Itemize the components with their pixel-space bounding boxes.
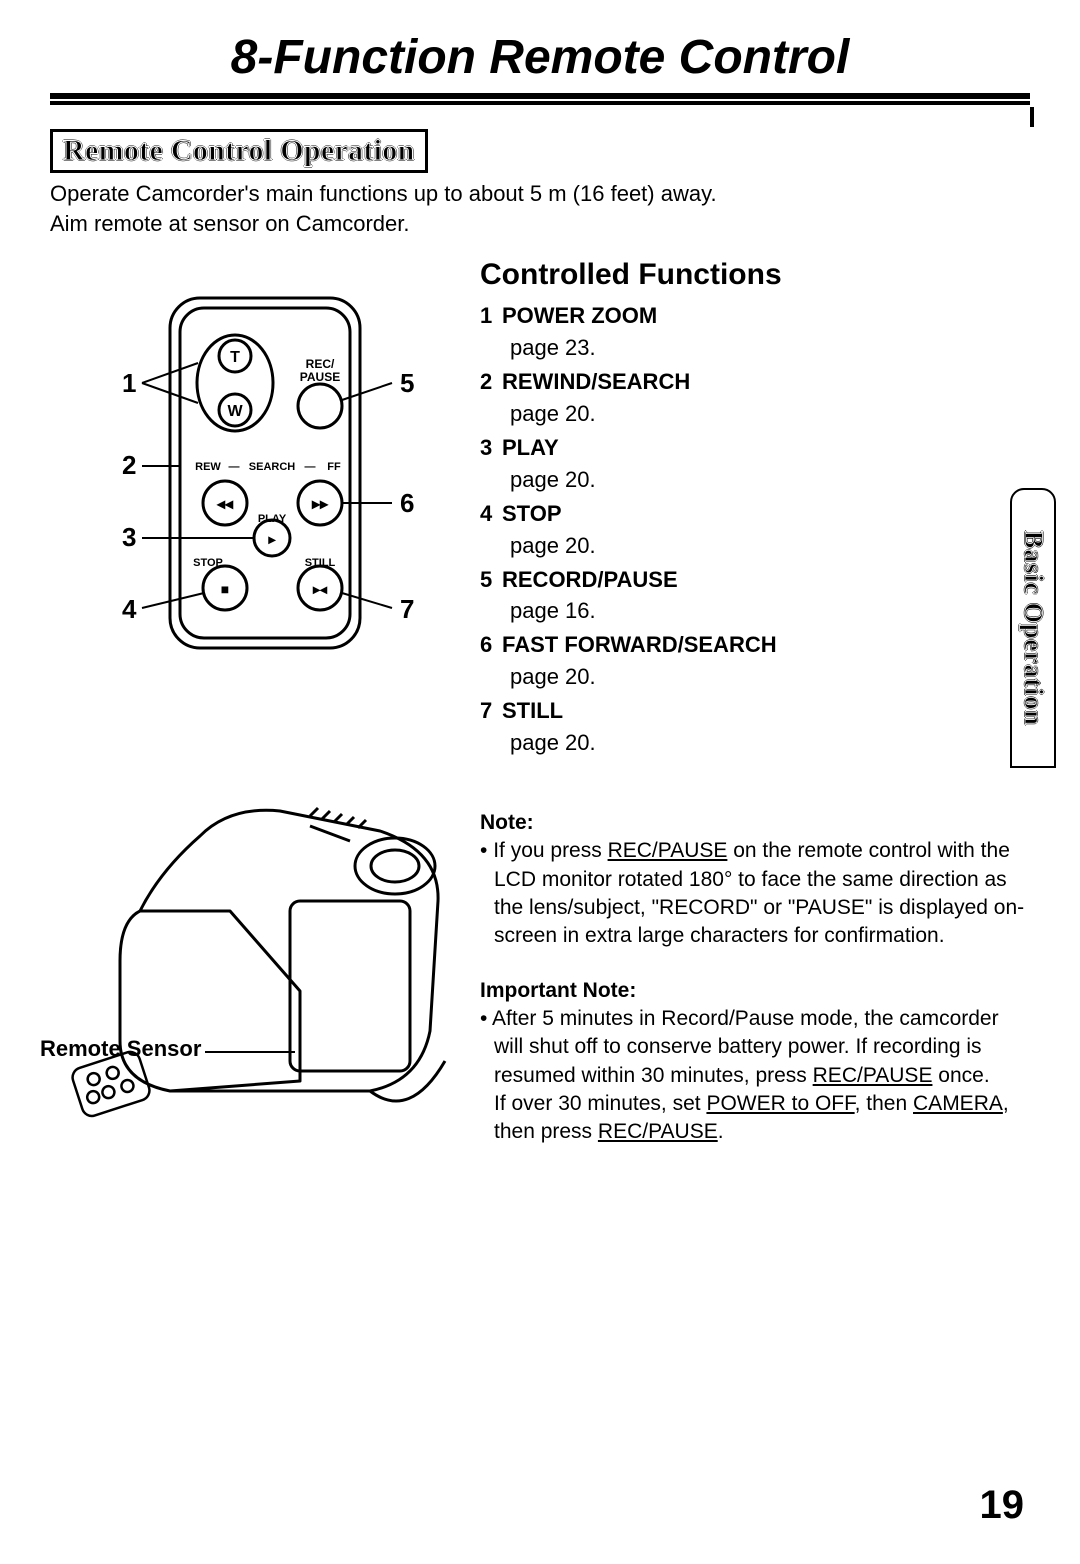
svg-text:—: — <box>305 461 316 473</box>
page-number: 19 <box>980 1483 1025 1528</box>
label-play: PLAY <box>258 513 287 525</box>
important-note-heading: Important Note: <box>480 977 1030 1005</box>
label-pause: PAUSE <box>300 370 340 384</box>
intro-line: Aim remote at sensor on Camcorder. <box>50 209 1030 239</box>
label-search: SEARCH <box>249 461 296 473</box>
remote-diagram: T W REC/ PAUSE REW SEARCH FF PLAY STOP S… <box>50 278 450 678</box>
svg-text:◂◂: ◂◂ <box>216 496 234 513</box>
section-heading: Remote Control Operation <box>50 129 428 173</box>
label-w: W <box>227 403 243 420</box>
callout-1: 1 <box>122 368 136 398</box>
label-rec: REC/ <box>306 357 335 371</box>
label-t: T <box>230 349 240 366</box>
camcorder-diagram <box>50 781 450 1151</box>
callout-6: 6 <box>400 488 414 518</box>
callout-5: 5 <box>400 368 414 398</box>
page-title: 8-Function Remote Control <box>0 0 1080 93</box>
label-still: STILL <box>305 557 336 569</box>
svg-text:▸▸: ▸▸ <box>311 496 329 513</box>
functions-heading: Controlled Functions <box>480 258 1030 292</box>
callout-3: 3 <box>122 522 136 552</box>
label-stop: STOP <box>193 557 223 569</box>
remote-sensor-label: Remote Sensor <box>40 1036 201 1061</box>
side-tab: Basic Operation <box>1010 488 1056 768</box>
side-tab-label: Basic Operation <box>1018 531 1048 726</box>
callout-4: 4 <box>122 594 137 624</box>
intro-text: Operate Camcorder's main functions up to… <box>50 179 1030 238</box>
callout-7: 7 <box>400 594 414 624</box>
note-heading: Note: <box>480 809 1030 837</box>
svg-text:▸◂: ▸◂ <box>312 581 328 597</box>
important-note-block: Important Note: • After 5 minutes in Rec… <box>480 977 1030 1147</box>
functions-list: 1POWER ZOOMpage 23. 2REWIND/SEARCHpage 2… <box>480 300 1030 758</box>
svg-text:▸: ▸ <box>267 531 276 547</box>
label-rew: REW <box>195 461 221 473</box>
svg-text:■: ■ <box>221 581 229 597</box>
label-ff: FF <box>327 461 341 473</box>
title-rule <box>50 93 1030 105</box>
note-block: Note: If you press REC/PAUSE on the remo… <box>480 809 1030 951</box>
svg-text:—: — <box>229 461 240 473</box>
intro-line: Operate Camcorder's main functions up to… <box>50 179 1030 209</box>
callout-2: 2 <box>122 450 136 480</box>
